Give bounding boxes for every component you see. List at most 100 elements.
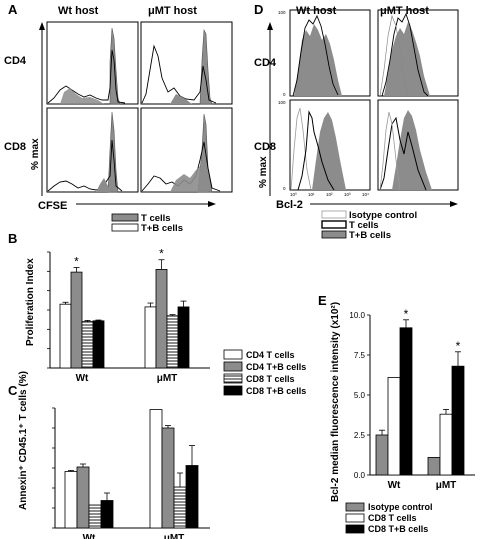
panel-a-row-cd8: CD8	[4, 141, 26, 153]
panel-e-star-1: *	[456, 339, 461, 353]
legend-e-isotype: Isotype control	[368, 502, 433, 512]
legend-bc-swatch-cd4-tb	[223, 361, 243, 372]
panel-label-b: B	[8, 231, 17, 246]
panel-e-ytick-label-4: 10.0	[349, 311, 365, 320]
legend-bc-swatch-cd8-t	[223, 373, 243, 384]
legend-bc-cd8-tb: CD8 T+B cells	[246, 386, 306, 396]
panel-d-ytick-100-bot: 100	[278, 100, 286, 105]
panel-d-xtick-4: 10⁴	[362, 192, 369, 197]
panel-e-star-0: *	[404, 307, 409, 321]
panel-d-xtick-3: 10³	[344, 192, 351, 197]
panel-a-hist-wt-cd8-tb-fill	[96, 178, 110, 192]
panel-label-c: C	[8, 383, 18, 398]
panel-a-y-arrowhead	[39, 22, 45, 30]
panel-d-xlabel: Bcl-2	[276, 199, 303, 211]
panel-d-y-arrowhead	[267, 22, 273, 30]
panel-d-hist-mumt-cd4-tbcells	[384, 22, 430, 96]
panel-e-bar-0-0	[375, 434, 389, 476]
panel-a-hist-wt-cd8-tbcells	[47, 139, 123, 192]
panel-d-legend-swatch-isotype	[321, 210, 347, 219]
panel-a-hist-mumt-cd8-tb-fill	[170, 166, 208, 192]
panel-b-bar-0-1	[70, 271, 83, 369]
legend-e-cd8-t: CD8 T cells	[368, 513, 417, 523]
panel-e-bar-0-1	[387, 376, 401, 476]
panel-b-bar-0-3	[92, 320, 105, 369]
panel-d-hist-mumt-cd4-tcells	[381, 12, 429, 97]
panel-a-frame-wt-cd4	[46, 21, 139, 105]
panel-d-col-mumt: μMT host	[380, 5, 429, 17]
panel-d-hist-wt-cd8-tcells	[297, 110, 335, 191]
panel-c: Annexin⁺ CD45.1⁺ T cells (%) Wt μMT	[18, 371, 210, 539]
panel-b-bar-0-0	[59, 303, 72, 369]
panel-e-bar-1-2	[451, 365, 465, 476]
panel-b-ylabel: Proliferation Index	[25, 258, 36, 346]
panel-a-hist-mumt-cd4-tb-fill	[170, 94, 192, 104]
panel-a: Wt host μMT host CD4 CD8 % max CFSE T ce…	[4, 5, 233, 234]
panel-c-bar-0-0	[64, 471, 78, 529]
panel-d-hist-mumt-cd8-isotype	[379, 111, 401, 191]
panel-a-legend-tcells: T cells	[141, 213, 171, 224]
panel-d-xtick-0: 10⁰	[290, 192, 297, 197]
panel-c-ylabel-line1: Annexin⁺ CD45.1⁺ T cells (%)	[18, 371, 29, 510]
panel-a-ylabel: % max	[30, 138, 41, 170]
panel-d-col-wt: Wt host	[296, 5, 337, 17]
panel-b-bar-1-0	[144, 306, 157, 369]
panel-c-bar-0-2	[88, 504, 102, 529]
panel-e-bar-0-2	[399, 327, 413, 476]
panel-c-xcat-1: μMT	[164, 533, 185, 539]
panel-c-bar-1-2	[173, 486, 187, 529]
panel-c-bar-1-1	[161, 427, 175, 529]
panel-d-ylabel: % max	[258, 156, 269, 188]
panel-a-legend-swatch-tbcells	[111, 223, 139, 232]
panel-c-bar-1-0	[149, 409, 163, 529]
panel-b-star-0: *	[74, 254, 79, 268]
panel-a-hist-wt-cd4-tb-fill	[60, 88, 104, 104]
panel-d-hist-wt-cd4-tbcells	[294, 24, 342, 96]
panel-label-d: D	[254, 2, 263, 17]
legend-bc-cd8-t: CD8 T cells	[246, 374, 295, 384]
panel-a-legend-swatch-tcells	[111, 213, 139, 222]
panel-c-ylabel-text: Annexin⁺ CD45.1⁺ T cells (%)	[18, 371, 29, 510]
panel-d-hist-mumt-cd8-tbcells	[392, 110, 432, 190]
panel-e-ylabel: Bcl-2 median fluorescence intensity (x10…	[330, 302, 341, 502]
panel-c-xcat-0: Wt	[83, 533, 96, 539]
panel-e-ytick-label-3: 7.5	[354, 351, 366, 360]
panel-e-ytick-label-1: 2.5	[354, 431, 366, 440]
panel-b-xcat-1: μMT	[157, 373, 178, 384]
panel-b-bar-1-1	[155, 268, 168, 369]
panel-d-xtick-2: 10²	[326, 192, 333, 197]
panel-d-x-arrowhead	[450, 201, 458, 207]
panel-b-bar-0-2	[81, 321, 94, 369]
panel-a-xlabel: CFSE	[38, 200, 67, 212]
legend-bc-swatch-cd8-tb	[223, 385, 243, 396]
panel-a-frame-wt-cd8	[46, 107, 139, 193]
panel-c-bar-0-1	[76, 466, 90, 529]
panel-b: Proliferation Index Wt * μMT *	[25, 247, 210, 384]
panel-e-bar-1-1	[439, 413, 453, 476]
panel-d-hist-mumt-cd8-tcells	[379, 116, 427, 191]
panel-d-hist-wt-cd8-isotype	[290, 107, 312, 191]
panel-a-col-wt: Wt host	[58, 5, 99, 17]
panel-d-ytick-0-bot: 0	[283, 186, 286, 191]
panel-e-legend: Isotype control CD8 T cells CD8 T+B cell…	[345, 502, 433, 534]
panel-d-legend-isotype: Isotype control	[349, 210, 417, 221]
panel-a-col-mumt: μMT host	[148, 5, 197, 17]
panel-label-a: A	[8, 2, 18, 17]
panel-e-ytick-label-0: 0.0	[354, 471, 366, 480]
panel-b-bar-1-2	[166, 315, 179, 369]
panel-d-legend-swatch-tbcells	[321, 230, 347, 239]
panel-a-hist-mumt-cd4-tbcells	[141, 44, 217, 104]
legend-bc-cd4-t: CD4 T cells	[246, 350, 295, 360]
legend-e-swatch-cd8-t	[345, 513, 365, 523]
panel-a-hist-wt-cd4-tbcells	[47, 49, 126, 104]
panel-e: Bcl-2 median fluorescence intensity (x10…	[330, 302, 475, 502]
panel-d-row-cd4: CD4	[254, 57, 277, 69]
legend-e-swatch-isotype	[345, 502, 365, 512]
panel-c-bar-1-3	[185, 465, 199, 529]
legend-e-cd8-tb: CD8 T+B cells	[368, 524, 428, 534]
panel-a-hist-mumt-cd4-tcells	[199, 28, 213, 105]
legend-bc-swatch-cd4-t	[223, 349, 243, 360]
panel-b-bar-1-3	[177, 306, 190, 369]
panel-a-legend-tbcells: T+B cells	[141, 223, 183, 234]
panel-b-xcat-0: Wt	[76, 373, 89, 384]
